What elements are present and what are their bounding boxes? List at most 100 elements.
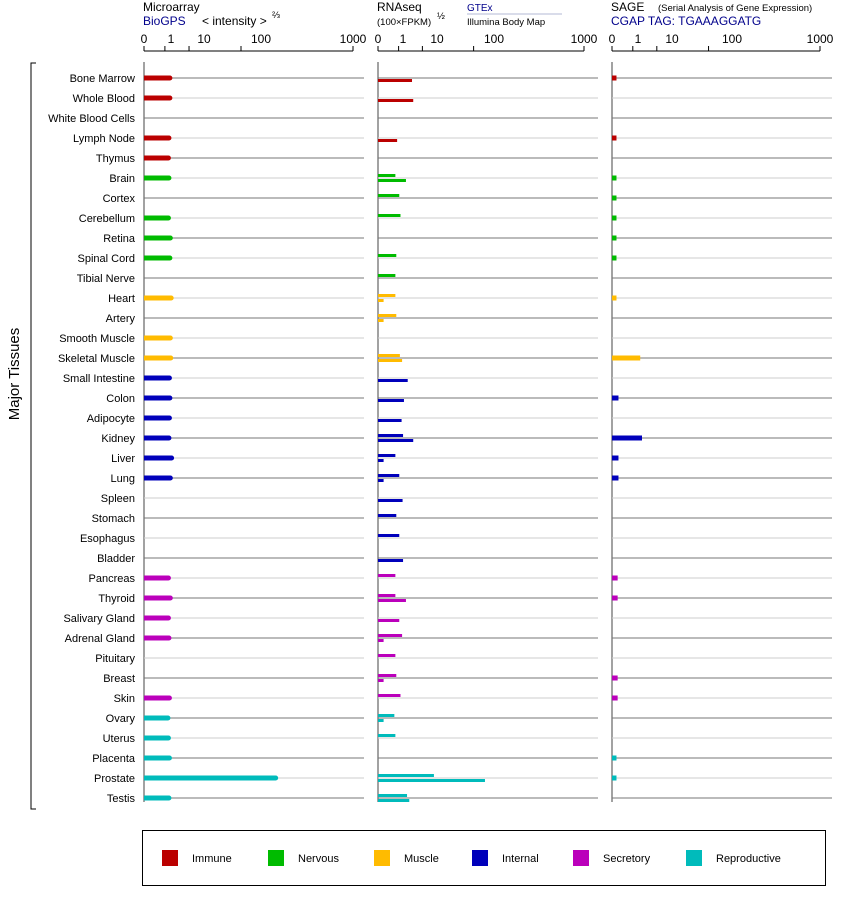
tick-label: 100 (251, 32, 271, 46)
tissue-label: Skin (114, 693, 135, 705)
rnaseq-illumina-bar (378, 619, 400, 622)
rnaseq-gtex-bar (378, 274, 396, 277)
sage-bar (612, 235, 617, 241)
rnaseq-illumina-bar (378, 679, 384, 682)
sage-title: SAGE (611, 0, 644, 14)
tick-label: 0 (375, 32, 382, 46)
tissue-label: Tibial Nerve (77, 273, 135, 285)
microarray-bar-cap (167, 255, 173, 261)
tissue-label: Adipocyte (87, 413, 135, 425)
microarray-bar-cap (165, 215, 171, 221)
microarray-bar-cap (169, 455, 175, 461)
rnaseq-illumina-bar (378, 139, 398, 142)
tissue-label: Breast (103, 673, 135, 685)
microarray-bar-cap (166, 375, 172, 381)
microarray-bar (144, 355, 171, 361)
microarray-bar (144, 235, 171, 241)
sage-bar (612, 175, 617, 181)
tissue-labels-layer: Bone Marrow Whole Blood White Blood Cells L… (48, 73, 136, 805)
rnaseq-illumina-bar (378, 459, 384, 462)
microarray-bar-cap (167, 75, 173, 81)
rnaseq-scale: (100×FPKM) (377, 17, 431, 28)
gridlines-layer (144, 77, 832, 799)
microarray-bar (144, 455, 172, 461)
y-axis-bracket (30, 62, 36, 810)
sage-bar (612, 195, 617, 201)
rnaseq-illumina-bar (378, 379, 408, 382)
sage-bar (612, 755, 617, 761)
tissue-label: Kidney (101, 433, 135, 445)
microarray-scale: < intensity > (202, 14, 267, 28)
rnaseq-gtex-bar (378, 774, 434, 777)
rnaseq-gtex-bar (378, 674, 397, 677)
tissue-label: Salivary Gland (63, 613, 135, 625)
microarray-title: Microarray (143, 0, 200, 14)
rnaseq-gtex-bar (378, 174, 396, 177)
tissue-label: Thymus (96, 153, 136, 165)
sage-bar (612, 135, 617, 141)
tissue-label: Artery (106, 313, 136, 325)
sage-bar (612, 295, 617, 301)
bars-layer (144, 75, 642, 802)
rnaseq-gtex-bar (378, 474, 400, 477)
rnaseq-source-gtex: GTEx (467, 3, 493, 14)
microarray-bar (144, 335, 171, 341)
rnaseq-gtex-bar (378, 734, 396, 737)
rnaseq-illumina-bar (378, 399, 404, 402)
tissue-label: Whole Blood (73, 93, 135, 105)
tick-label: 0 (609, 32, 616, 46)
microarray-bar (144, 715, 168, 721)
microarray-bar-cap (167, 95, 173, 101)
legend-label: Immune (192, 853, 232, 865)
microarray-bar-cap (167, 335, 173, 341)
sage-bar (612, 675, 618, 681)
microarray-bar (144, 395, 170, 401)
tick-label: 100 (722, 32, 742, 46)
rnaseq-gtex-bar (378, 594, 396, 597)
legend-label: Secretory (603, 853, 651, 865)
rnaseq-illumina-bar (378, 799, 410, 802)
sage-bar (612, 695, 618, 701)
rnaseq-gtex-bar (378, 634, 403, 637)
rnaseq-gtex-bar (378, 534, 400, 537)
tissue-label: Cortex (103, 193, 136, 205)
microarray-bar (144, 255, 170, 261)
microarray-bar (144, 475, 171, 481)
microarray-bar-cap (166, 755, 172, 761)
microarray-bar (144, 595, 171, 601)
rnaseq-gtex-bar (378, 354, 400, 357)
tissue-label: Brain (109, 173, 135, 185)
microarray-bar (144, 175, 169, 181)
microarray-bar (144, 215, 169, 221)
axes-layer (143, 46, 821, 802)
rnaseq-title: RNAseq (377, 0, 422, 14)
y-axis-label: Major Tissues (6, 328, 23, 421)
sage-bar (612, 775, 617, 781)
sage-tag: CGAP TAG: TGAAAGGATG (611, 14, 761, 28)
rnaseq-illumina-bar (378, 779, 485, 782)
microarray-bar-cap (167, 235, 173, 241)
microarray-bar (144, 575, 169, 581)
rnaseq-gtex-bar (378, 294, 396, 297)
legend-label: Reproductive (716, 853, 781, 865)
rnaseq-illumina-bar (378, 179, 406, 182)
tissue-label: Skeletal Muscle (58, 353, 135, 365)
tissue-label: Placenta (92, 753, 136, 765)
microarray-bar (144, 755, 170, 761)
tick-label: 1 (168, 32, 175, 46)
microarray-bar (144, 795, 169, 801)
microarray-bar-cap (168, 295, 174, 301)
rnaseq-illumina-bar (378, 299, 384, 302)
rnaseq-illumina-bar (378, 99, 414, 102)
rnaseq-gtex-bar (378, 694, 401, 697)
tissue-label: Heart (108, 293, 135, 305)
tissue-label: Pituitary (95, 653, 135, 665)
rnaseq-scale-exp: ½ (437, 11, 445, 22)
tissue-label: Small Intestine (63, 373, 135, 385)
legend-swatch (573, 850, 589, 866)
microarray-bar (144, 775, 276, 781)
microarray-bar-cap (165, 575, 171, 581)
sage-bar (612, 575, 618, 581)
tick-label: 10 (430, 32, 444, 46)
